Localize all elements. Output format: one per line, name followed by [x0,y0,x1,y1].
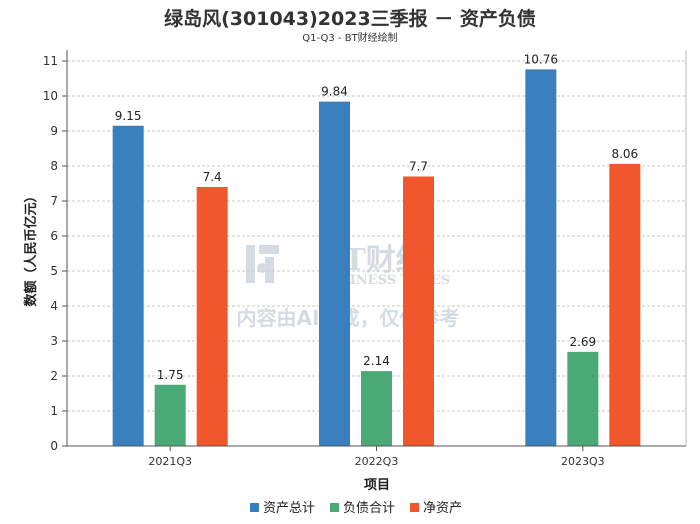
data-label: 10.76 [524,52,558,66]
legend-swatch [410,503,419,512]
x-tick-label: 2022Q3 [355,455,399,468]
y-tick-label: 0 [50,439,58,453]
legend-item: 负债合计 [330,501,395,516]
data-label: 2.69 [569,335,596,349]
legend-label: 净资产 [423,501,462,516]
data-label: 2.14 [363,354,390,368]
bar [319,101,350,446]
y-ticks: 0 1 2 3 4 5 6 7 8 9 10 11 [43,54,67,453]
bar [609,163,641,446]
bar [403,176,434,446]
data-label: 9.84 [321,85,348,99]
y-tick-label: 7 [50,194,58,208]
bar [361,371,392,446]
bar [112,125,144,446]
data-label: 7.7 [409,160,428,174]
x-axis-title: 项目 [364,478,390,493]
data-label: 9.15 [115,109,142,123]
bt-logo-icon [246,245,279,283]
y-tick-label: 8 [50,159,58,173]
chart-subtitle: Q1-Q3 - BT财经绘制 [302,33,398,44]
data-labels: 9.15 1.75 7.4 9.84 2.14 7.7 10.76 2.69 8.06 [115,52,638,381]
bar [154,384,186,446]
x-ticks: 2021Q3 2022Q3 2023Q3 [148,446,605,468]
y-tick-label: 11 [43,54,58,68]
legend: 资产总计 负债合计 净资产 [250,501,462,516]
bar [196,187,228,446]
data-label: 8.06 [611,147,638,161]
legend-item: 净资产 [410,501,462,516]
chart-title: 绿岛风(301043)2023三季报 － 资产负债 [164,8,536,30]
legend-swatch [250,503,259,512]
legend-swatch [330,503,339,512]
y-tick-label: 5 [50,264,58,278]
x-tick-label: 2023Q3 [561,455,605,468]
data-label: 1.75 [157,368,184,382]
y-tick-label: 4 [50,299,58,313]
y-axis-title: 数额（人民币亿元） [23,189,39,306]
y-tick-label: 3 [50,334,58,348]
y-tick-label: 9 [50,124,58,138]
bar [567,351,599,446]
y-tick-label: 10 [43,89,58,103]
bar [525,69,557,447]
legend-label: 负债合计 [343,501,395,516]
y-tick-label: 6 [50,229,58,243]
data-label: 7.4 [203,170,222,184]
y-tick-label: 1 [50,404,58,418]
legend-item: 资产总计 [250,501,315,516]
x-tick-label: 2021Q3 [148,455,192,468]
bars [112,69,641,447]
y-tick-label: 2 [50,369,58,383]
legend-label: 资产总计 [263,501,315,516]
